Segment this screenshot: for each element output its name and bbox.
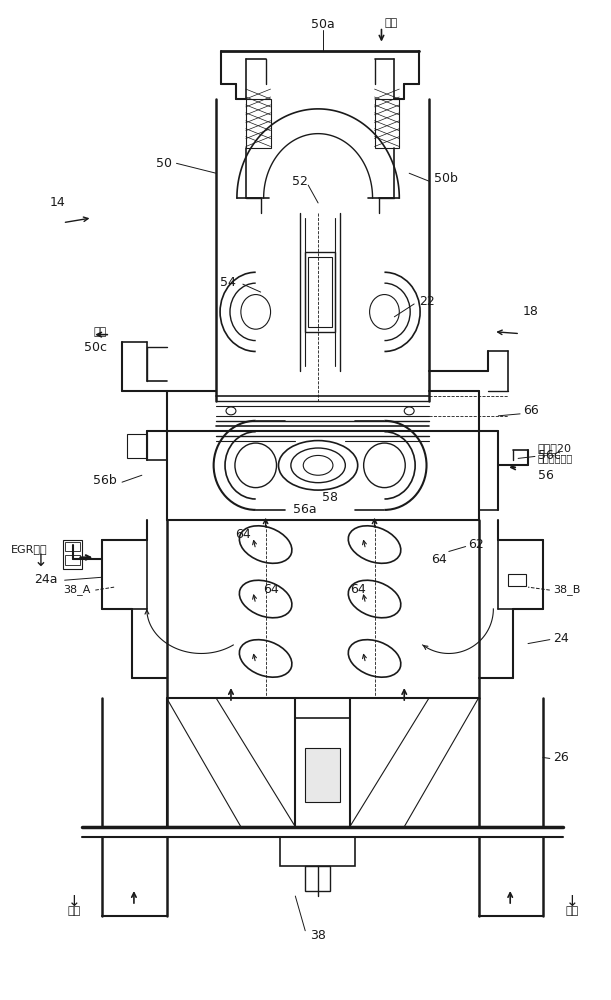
Bar <box>308 257 332 327</box>
Text: 50: 50 <box>156 157 172 170</box>
Bar <box>306 748 340 802</box>
Text: ↓: ↓ <box>34 552 48 570</box>
Text: 54: 54 <box>220 276 236 289</box>
Bar <box>127 434 147 458</box>
Text: 38_A: 38_A <box>63 584 90 595</box>
Text: 64: 64 <box>263 583 279 596</box>
Bar <box>280 837 355 866</box>
Bar <box>246 99 271 148</box>
Text: 50a: 50a <box>311 18 335 31</box>
Text: 废气: 废气 <box>94 327 107 337</box>
Text: 50c: 50c <box>84 341 107 354</box>
Text: 18: 18 <box>523 305 539 318</box>
Text: 空气: 空气 <box>566 906 579 916</box>
Text: 14: 14 <box>50 196 65 209</box>
Bar <box>508 574 526 586</box>
Bar <box>306 866 330 891</box>
Text: 24: 24 <box>553 632 568 645</box>
Text: ↓: ↓ <box>566 894 579 909</box>
Bar <box>65 555 81 565</box>
Text: 66: 66 <box>523 404 539 417</box>
Bar <box>306 252 335 332</box>
Text: 新气体20: 新气体20 <box>538 444 572 454</box>
Text: 38: 38 <box>310 929 326 942</box>
Text: 56: 56 <box>538 469 554 482</box>
Text: 56a: 56a <box>293 503 317 516</box>
Text: （混合气体）: （混合气体） <box>538 453 573 463</box>
Text: 56c: 56c <box>538 449 561 462</box>
Text: 22: 22 <box>419 295 435 308</box>
Text: 62: 62 <box>469 538 485 551</box>
Text: 空气: 空气 <box>67 906 81 916</box>
Bar <box>63 540 82 569</box>
Text: 24a: 24a <box>34 573 57 586</box>
Text: 38_B: 38_B <box>553 584 580 595</box>
Text: 64: 64 <box>431 553 447 566</box>
Text: 26: 26 <box>553 751 568 764</box>
Text: 废气: 废气 <box>384 18 398 28</box>
Text: ↓: ↓ <box>68 894 81 909</box>
Text: 64: 64 <box>349 583 365 596</box>
Text: 50b: 50b <box>434 172 458 185</box>
Text: EGR气体: EGR气体 <box>11 545 48 555</box>
Text: 64: 64 <box>235 528 251 541</box>
Text: 56b: 56b <box>93 474 117 487</box>
Text: 58: 58 <box>322 491 338 504</box>
Text: 52: 52 <box>292 175 308 188</box>
Bar <box>375 99 400 148</box>
Bar <box>295 718 349 827</box>
Bar <box>65 542 81 551</box>
